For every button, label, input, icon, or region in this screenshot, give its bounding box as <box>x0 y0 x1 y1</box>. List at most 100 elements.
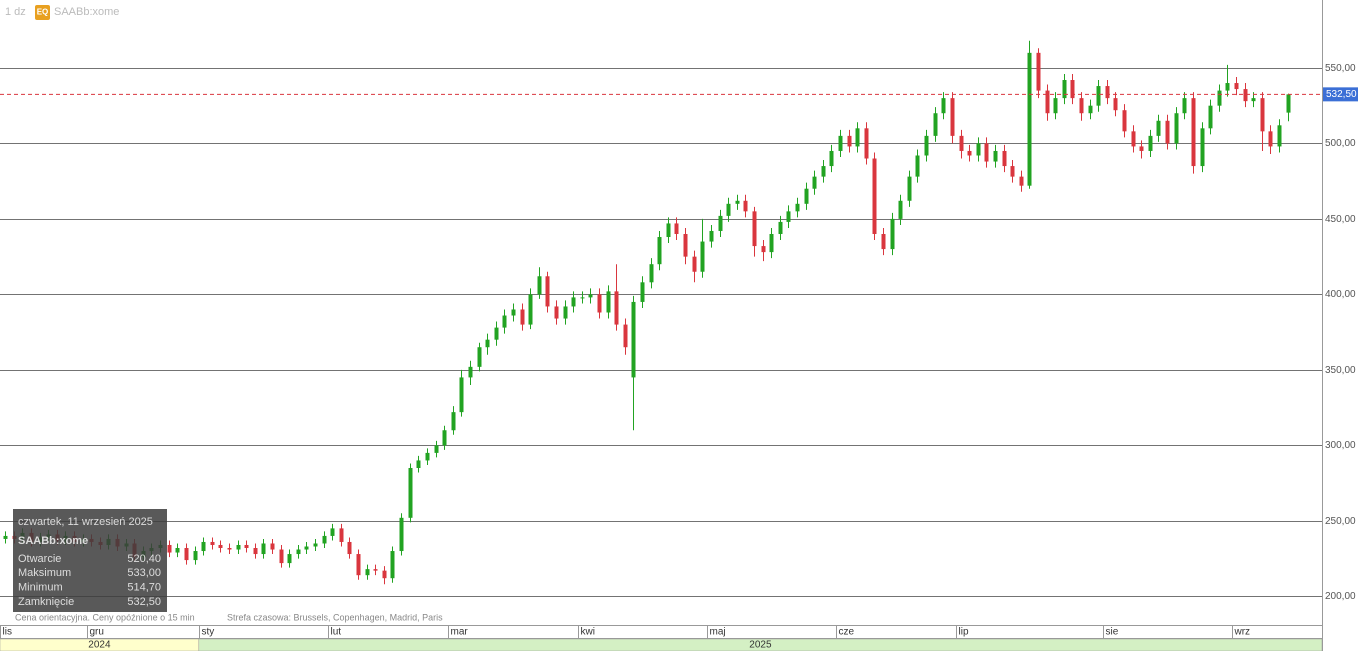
candle-body <box>425 452 430 461</box>
candle-body <box>347 541 352 555</box>
candle-body <box>1070 80 1075 99</box>
candle-body <box>1010 166 1015 177</box>
candle-body <box>1243 89 1248 102</box>
candle-body <box>752 211 757 247</box>
candle-body <box>253 548 258 555</box>
candle-body <box>588 294 593 298</box>
candle-body <box>1131 131 1136 147</box>
candle-body <box>1088 105 1093 114</box>
candle-body <box>1062 80 1067 99</box>
candle-body <box>1036 52 1041 91</box>
candle-body <box>296 549 301 555</box>
candle-body <box>864 128 869 159</box>
y-tick-label: 350,00 <box>1325 365 1356 376</box>
candle-body <box>563 306 568 319</box>
candle-body <box>434 445 439 453</box>
candle-body <box>210 541 215 545</box>
y-tick-label: 300,00 <box>1325 440 1356 451</box>
candle-body <box>468 366 473 378</box>
candle-body <box>881 233 886 250</box>
candle-body <box>1251 98 1256 102</box>
tooltip-row-label: Minimum <box>18 582 63 594</box>
symbol: SAABb:xome <box>54 6 119 18</box>
candle-body <box>554 306 559 319</box>
candle-body <box>184 548 189 561</box>
candle-body <box>1268 131 1273 147</box>
tooltip-row-value: 533,00 <box>127 567 161 579</box>
candle-body <box>683 233 688 257</box>
candle-body <box>1019 176 1024 186</box>
candle-body <box>244 544 249 549</box>
candle-body <box>976 143 981 156</box>
candle-body <box>812 176 817 189</box>
candle-body <box>261 543 266 555</box>
candle-body <box>821 166 826 177</box>
y-tick-label: 550,00 <box>1325 63 1356 74</box>
candle-body <box>872 158 877 234</box>
x-tick-label: lip <box>959 627 969 638</box>
candle-body <box>322 535 327 544</box>
year-label: 2025 <box>749 640 772 651</box>
candle-body <box>270 543 275 550</box>
candle-body <box>3 535 8 539</box>
candle-body <box>1156 120 1161 136</box>
tooltip-row-label: Zamknięcie <box>18 596 74 608</box>
candle-body <box>657 237 662 265</box>
last-price-tag <box>1323 87 1358 102</box>
candle-body <box>442 430 447 446</box>
x-tick-label: kwi <box>581 627 595 638</box>
candle-body <box>1234 83 1239 90</box>
candle-body <box>709 230 714 242</box>
candle-body <box>941 98 946 114</box>
x-tick-label: mar <box>451 627 469 638</box>
candle-body <box>304 546 309 550</box>
candle-body <box>339 528 344 542</box>
candle-body <box>915 155 920 177</box>
candle-body <box>795 203 800 212</box>
candle-body <box>614 291 619 325</box>
candle-body <box>287 554 292 564</box>
x-tick-label: sie <box>1106 627 1119 638</box>
candle-body <box>399 517 404 552</box>
x-tick-label: gru <box>90 627 104 638</box>
candle-body <box>545 276 550 307</box>
candle-body <box>193 551 198 561</box>
candle-body <box>477 347 482 367</box>
candle-body <box>1208 105 1213 129</box>
year-label: 2024 <box>88 640 111 651</box>
y-tick-label: 400,00 <box>1325 289 1356 300</box>
candle-body <box>451 412 456 431</box>
candle-body <box>520 309 525 325</box>
timezone: Strefa czasowa: Brussels, Copenhagen, Ma… <box>227 612 443 622</box>
candle-body <box>1002 150 1007 167</box>
candle-body <box>743 200 748 212</box>
candle-body <box>606 291 611 313</box>
badge-bg <box>35 5 50 20</box>
candle-body <box>829 150 834 167</box>
candle-body <box>408 467 413 518</box>
footnote: Cena orientacyjna. Ceny opóźnione o 15 m… <box>15 612 195 622</box>
candle-body <box>907 176 912 201</box>
candle-body <box>167 544 172 553</box>
candle-body <box>1182 98 1187 114</box>
candle-body <box>597 294 602 313</box>
candle-body <box>692 256 697 272</box>
candle-body <box>1105 86 1110 99</box>
candle-body <box>950 98 955 136</box>
candle-body <box>924 135 929 156</box>
tooltip-date: czwartek, 11 wrzesień 2025 <box>18 516 153 528</box>
candle-body <box>984 143 989 162</box>
candle-body <box>735 200 740 204</box>
x-tick-label: wrz <box>1234 627 1251 638</box>
candle-body <box>537 276 542 295</box>
candle-body <box>631 301 636 378</box>
candle-body <box>485 339 490 348</box>
candle-body <box>1260 98 1265 132</box>
candle-body <box>1191 98 1196 167</box>
x-tick-label: sty <box>202 627 215 638</box>
tooltip-row-value: 520,40 <box>127 553 161 565</box>
interval: 1 dz <box>5 6 26 18</box>
